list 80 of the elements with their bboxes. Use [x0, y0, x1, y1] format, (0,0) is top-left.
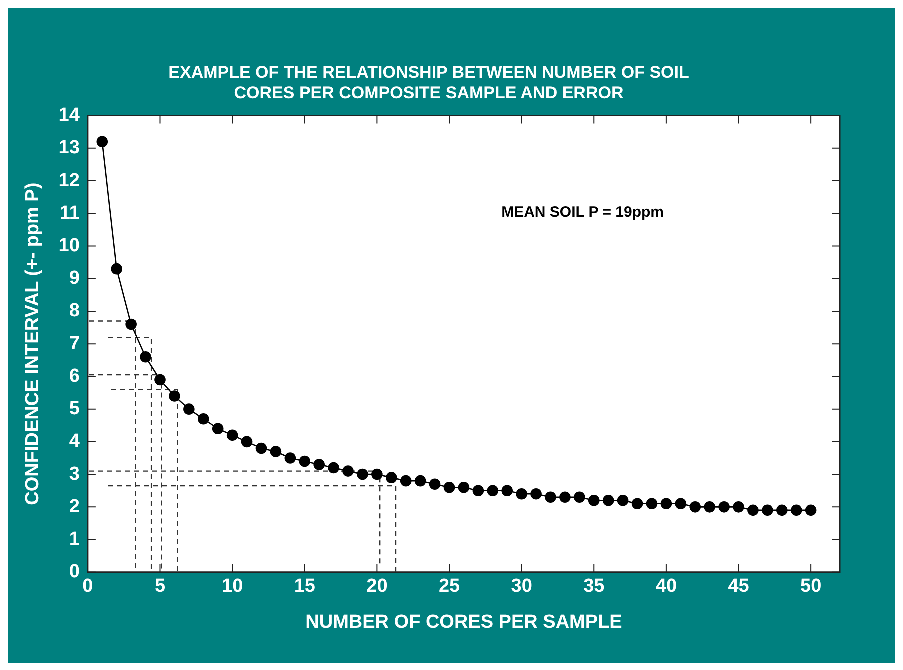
point: [154, 374, 166, 386]
point: [588, 495, 600, 506]
point: [516, 488, 528, 500]
y-tick-label: 1: [69, 529, 80, 550]
x-tick-label: 50: [800, 576, 822, 598]
point: [472, 485, 484, 497]
point: [718, 502, 730, 513]
x-tick-label: 10: [222, 576, 244, 598]
point: [400, 475, 412, 487]
x-tick-label: 20: [366, 576, 388, 598]
point: [776, 504, 788, 516]
point: [299, 456, 311, 468]
y-axis-title: CONFIDENCE INTERVAL (+- ppm P): [22, 182, 44, 506]
point: [545, 492, 556, 504]
point: [184, 404, 195, 415]
point: [226, 430, 238, 442]
x-tick-label: 25: [438, 576, 460, 598]
x-tick-label: 5: [154, 576, 166, 598]
point: [111, 263, 123, 275]
point: [270, 446, 282, 458]
point: [198, 413, 210, 425]
point: [617, 495, 629, 506]
point: [632, 498, 644, 510]
point: [560, 492, 571, 504]
point: [314, 459, 325, 470]
y-tick-label: 11: [60, 202, 80, 224]
point: [212, 423, 224, 435]
y-tick-label: 12: [58, 170, 80, 192]
y-tick-label: 0: [69, 562, 80, 583]
point: [805, 504, 817, 516]
point: [690, 502, 702, 513]
point: [502, 485, 514, 497]
point: [530, 488, 542, 500]
point: [126, 318, 137, 330]
point: [429, 478, 441, 490]
y-tick-label: 9: [69, 268, 80, 290]
point: [660, 498, 672, 510]
x-tick-label: 0: [82, 576, 94, 598]
point: [414, 475, 426, 487]
point: [762, 504, 774, 516]
x-axis-title: NUMBER OF CORES PER SAMPLE: [306, 612, 622, 633]
y-tick-label: 14: [58, 105, 80, 126]
x-tick-label: 15: [294, 576, 316, 598]
point: [602, 495, 614, 506]
y-tick-label: 13: [58, 138, 80, 159]
y-tick-label: 4: [69, 431, 80, 452]
point: [458, 482, 470, 494]
point: [169, 390, 180, 402]
y-tick-label: 2: [69, 496, 80, 518]
point: [487, 485, 499, 497]
point: [140, 351, 152, 363]
point: [372, 468, 383, 480]
x-tick-label: 35: [584, 576, 606, 598]
point: [646, 498, 658, 510]
point: [96, 136, 108, 148]
x-tick-label: 45: [728, 576, 750, 598]
point: [444, 482, 456, 494]
point: [574, 492, 586, 504]
y-tick-label: 10: [58, 235, 80, 256]
point: [790, 504, 802, 516]
y-tick-label: 8: [69, 300, 80, 322]
point: [284, 452, 296, 464]
chart-title: EXAMPLE OF THE RELATIONSHIP BETWEEN NUMBER OF SOIL CORES PER COMPOSITE SAMPLE AND ERROR: [168, 62, 690, 102]
point: [675, 498, 687, 510]
point: [241, 436, 253, 448]
point: [733, 502, 744, 513]
point: [704, 502, 716, 513]
annotation: MEAN SOIL P = 19ppm: [502, 204, 664, 221]
x-tick-label: 40: [656, 576, 678, 598]
y-tick-label: 7: [69, 333, 80, 354]
point: [256, 442, 268, 454]
x-tick-label: 30: [511, 576, 532, 598]
y-tick-label: 6: [69, 366, 80, 387]
y-tick-label: 5: [69, 398, 80, 420]
point: [357, 468, 368, 480]
point: [328, 462, 340, 474]
point: [386, 472, 398, 484]
point: [342, 466, 354, 477]
point: [748, 504, 759, 516]
y-tick-label: 3: [69, 464, 80, 485]
